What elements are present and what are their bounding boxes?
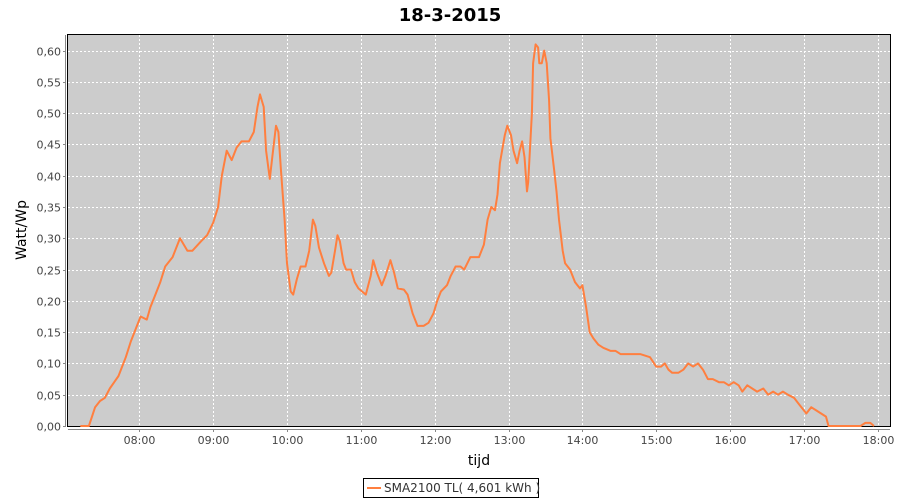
x-tick-label: 08:00: [124, 434, 156, 447]
x-tick-label: 17:00: [789, 434, 821, 447]
y-tick-label: 0,20: [37, 296, 62, 309]
y-tick-label: 0,40: [37, 171, 62, 184]
plot-area: [68, 35, 890, 426]
legend-label: SMA2100 TL( 4,601 kWh ): [384, 481, 540, 495]
y-tick-label: 0,60: [37, 46, 62, 59]
x-tick-label: 13:00: [494, 434, 526, 447]
y-tick-label: 0,30: [37, 233, 62, 246]
y-tick-label: 0,00: [37, 421, 62, 434]
y-axis-label: Watt/Wp: [14, 200, 30, 260]
chart-title: 18-3-2015: [399, 5, 502, 26]
y-tick-label: 0,05: [37, 390, 62, 403]
legend: SMA2100 TL( 4,601 kWh ): [364, 479, 541, 498]
x-tick-label: 14:00: [567, 434, 599, 447]
y-tick-label: 0,50: [37, 108, 62, 121]
y-tick-label: 0,35: [37, 202, 62, 215]
x-tick-label: 18:00: [863, 434, 895, 447]
y-tick-label: 0,45: [37, 139, 62, 152]
x-tick-label: 11:00: [346, 434, 378, 447]
x-tick-label: 12:00: [420, 434, 452, 447]
y-tick-label: 0,25: [37, 265, 62, 278]
y-tick-label: 0,10: [37, 358, 62, 371]
x-tick-label: 16:00: [715, 434, 747, 447]
y-tick-label: 0,55: [37, 77, 62, 90]
x-tick-label: 09:00: [198, 434, 230, 447]
x-axis-label: tijd: [468, 453, 490, 469]
y-tick-label: 0,15: [37, 327, 62, 340]
x-tick-label: 10:00: [272, 434, 304, 447]
x-tick-label: 15:00: [641, 434, 673, 447]
